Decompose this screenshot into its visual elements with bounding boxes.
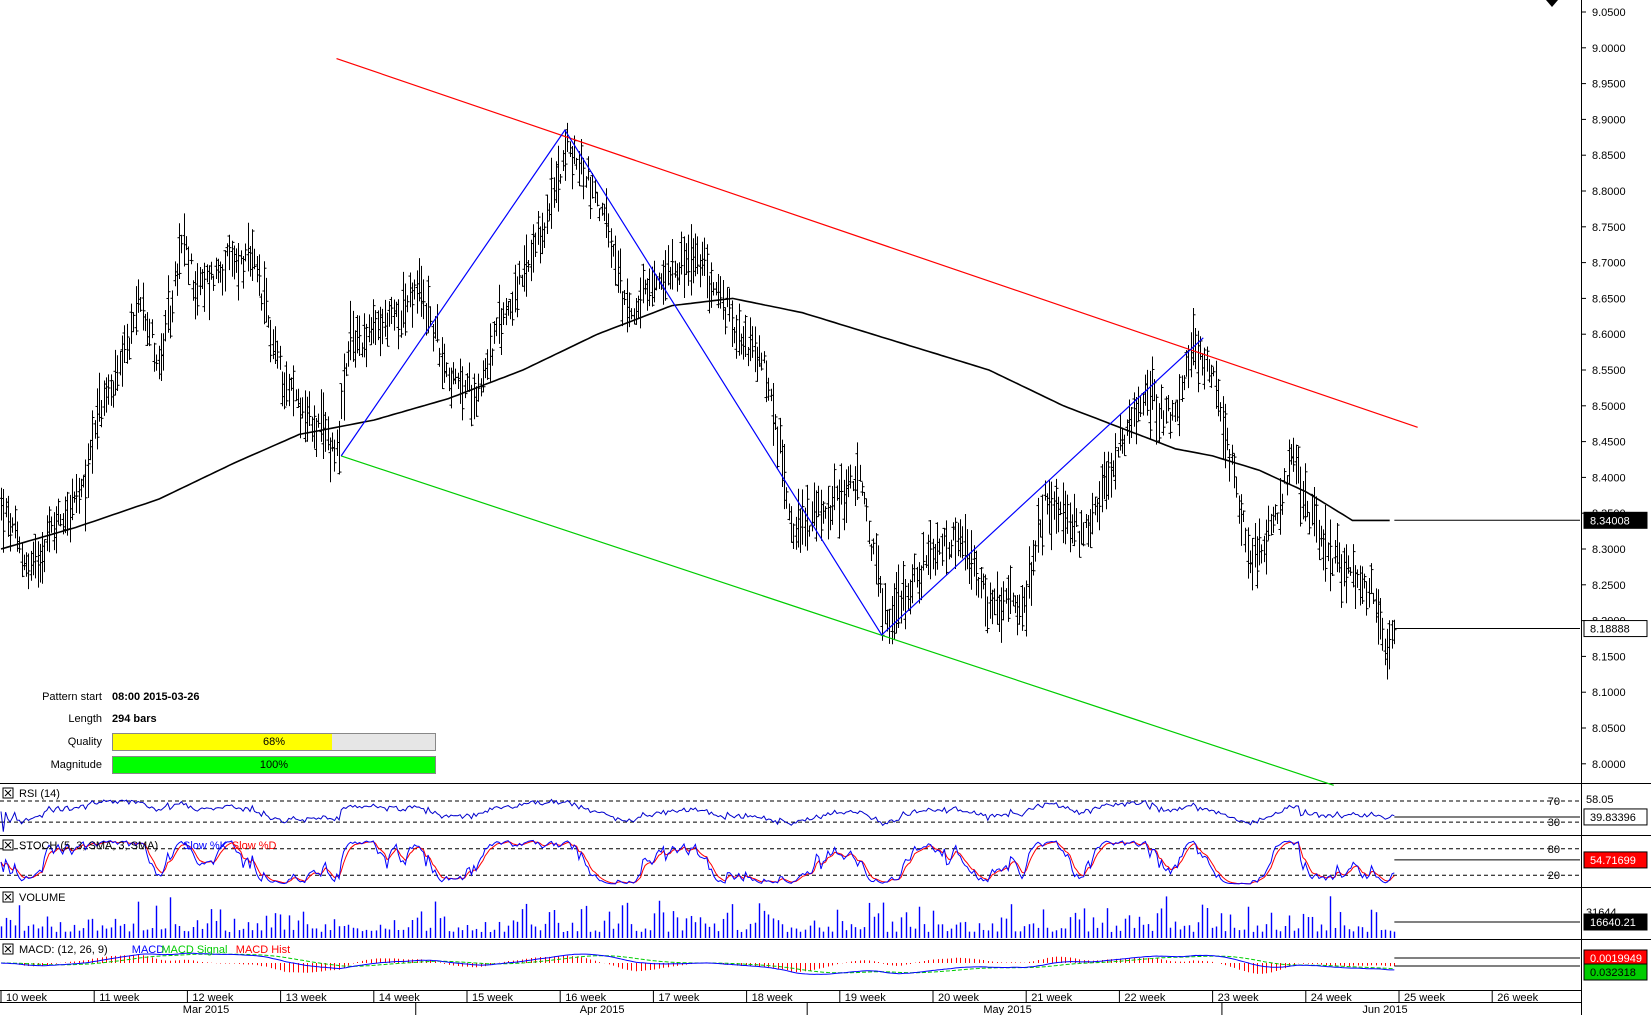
stoch-last-value-box <box>1583 851 1648 869</box>
week-axis-label: 23 week <box>1218 992 1259 1004</box>
channel-lower-line <box>340 455 1334 786</box>
macd-last-value: 0.0019949 <box>1590 953 1642 965</box>
macd-panel-title-series-macd: MACD <box>132 944 164 956</box>
week-axis-label: 14 week <box>379 992 420 1004</box>
week-axis-label: 25 week <box>1404 992 1445 1004</box>
pattern-magnitude-row: Magnitude 100% <box>0 756 440 774</box>
price-axis-label: 8.0000 <box>1592 759 1626 771</box>
price-axis-label: 8.4000 <box>1592 472 1626 484</box>
quality-meter: 68% <box>112 733 436 751</box>
pattern-quality-label: Quality <box>67 736 102 748</box>
pattern-quality-row: Quality 68% <box>0 733 440 751</box>
price-axis-label: 8.7500 <box>1592 222 1626 234</box>
pattern-length-value: 294 bars <box>112 713 157 725</box>
month-axis-label: Mar 2015 <box>183 1004 229 1015</box>
pattern-start-label: Pattern start <box>42 691 102 703</box>
rsi-last-value-box <box>1583 808 1648 826</box>
price-axis-label: 8.3000 <box>1592 544 1626 556</box>
month-axis-label: Apr 2015 <box>580 1004 625 1015</box>
ma-last-value: 8.34008 <box>1590 515 1630 527</box>
week-axis-label: 20 week <box>938 992 979 1004</box>
moving-average-line <box>0 297 1390 550</box>
magnitude-meter-text: 100% <box>259 759 289 771</box>
price-axis-label: 8.2500 <box>1592 580 1626 592</box>
stoch-panel-title-close-icon-x <box>4 841 12 849</box>
rsi-last-value: 39.83396 <box>1590 812 1636 824</box>
macd-panel-title-series-signal: MACD Signal <box>161 944 227 956</box>
macd-panel-title-title: MACD: (12, 26, 9) <box>19 944 108 956</box>
price-axis-label: 8.1000 <box>1592 687 1626 699</box>
week-axis-label: 19 week <box>845 992 886 1004</box>
price-axis-label: 8.1500 <box>1592 651 1626 663</box>
scroll-marker-icon <box>1546 0 1558 7</box>
price-axis-label: 8.6000 <box>1592 329 1626 341</box>
stoch-panel-title-series-k: Slow %K <box>183 840 228 852</box>
price-axis-label: 8.0500 <box>1592 723 1626 735</box>
week-axis-label: 11 week <box>99 992 140 1004</box>
price-axis-label: 9.0000 <box>1592 43 1626 55</box>
stoch-level-label: 20 <box>1548 870 1560 882</box>
volume-panel-title-close-icon-x <box>4 893 12 901</box>
month-axis-label: May 2015 <box>983 1004 1031 1015</box>
channel-upper-line <box>336 57 1418 428</box>
stoch-panel-title-series-d: Slow %D <box>232 840 277 852</box>
pattern-zigzag-line <box>340 129 1204 636</box>
week-axis-label: 24 week <box>1311 992 1352 1004</box>
volume-last-value-box <box>1583 913 1648 931</box>
quality-meter-fill <box>113 734 332 750</box>
price-axis-label: 8.5500 <box>1592 365 1626 377</box>
stoch-level-label: 80 <box>1548 844 1560 856</box>
week-axis-label: 15 week <box>472 992 513 1004</box>
rsi-panel-title-title: RSI (14) <box>19 788 60 800</box>
price-axis-label: 8.9000 <box>1592 114 1626 126</box>
macd-panel-title-close-icon-x <box>4 945 12 953</box>
week-axis-label: 10 week <box>6 992 47 1004</box>
week-axis-label: 12 week <box>192 992 233 1004</box>
month-axis-label: Jun 2015 <box>1362 1004 1407 1015</box>
week-axis-label: 13 week <box>286 992 327 1004</box>
rsi-axis-label: 58.05 <box>1586 794 1614 806</box>
price-last-value-box <box>1583 620 1648 638</box>
macd-signal-last-value-box <box>1583 963 1648 981</box>
rsi-level-label: 70 <box>1548 796 1560 808</box>
price-last-value: 8.18888 <box>1590 624 1630 636</box>
week-axis-label: 16 week <box>565 992 606 1004</box>
pattern-start-value: 08:00 2015-03-26 <box>112 691 200 703</box>
rsi-panel-title-close-icon-x <box>4 789 12 797</box>
price-axis-label: 8.5000 <box>1592 401 1626 413</box>
week-axis-label: 26 week <box>1497 992 1538 1004</box>
stoch-panel-title-title: STOCH (5, 3, SMA, 3, SMA) <box>19 840 158 852</box>
magnitude-meter-fill <box>113 757 435 773</box>
price-axis-label: 8.6500 <box>1592 293 1626 305</box>
ma-last-value-box <box>1583 511 1648 529</box>
pattern-start-row: Pattern start 08:00 2015-03-26 <box>0 688 440 706</box>
price-axis-label: 8.9500 <box>1592 79 1626 91</box>
magnitude-meter: 100% <box>112 756 436 774</box>
stoch-last-value: 54.71699 <box>1590 855 1636 867</box>
price-axis-label: 8.7000 <box>1592 258 1626 270</box>
week-axis-label: 18 week <box>752 992 793 1004</box>
price-axis-label: 9.0500 <box>1592 7 1626 19</box>
rsi-line <box>0 798 1395 832</box>
volume-panel-title-title: VOLUME <box>19 892 65 904</box>
week-axis-label: 17 week <box>658 992 699 1004</box>
stoch-main-line <box>0 839 1395 885</box>
macd-signal-last-value: 0.032318 <box>1590 967 1636 979</box>
macd-line <box>0 952 1395 975</box>
pattern-length-row: Length 294 bars <box>0 710 440 728</box>
rsi-level-label: 30 <box>1548 817 1560 829</box>
quality-meter-text: 68% <box>262 736 286 748</box>
pattern-length-label: Length <box>68 713 102 725</box>
volume-last-value: 16640.21 <box>1590 917 1636 929</box>
price-axis-label: 8.8500 <box>1592 150 1626 162</box>
price-axis-label: 8.8000 <box>1592 186 1626 198</box>
pattern-magnitude-label: Magnitude <box>50 759 102 771</box>
macd-panel-title-series-hist: MACD Hist <box>236 944 290 956</box>
price-axis-label: 8.4500 <box>1592 437 1626 449</box>
week-axis-label: 21 week <box>1031 992 1072 1004</box>
week-axis-label: 22 week <box>1124 992 1165 1004</box>
